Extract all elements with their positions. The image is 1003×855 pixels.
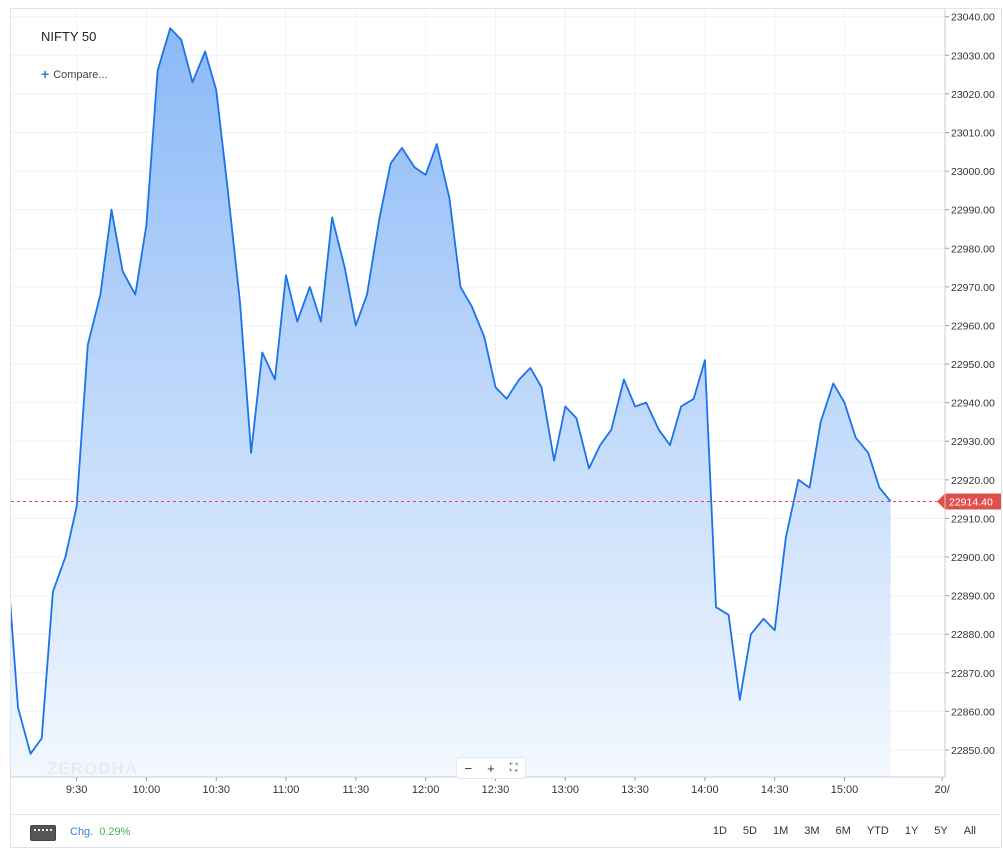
y-tick-label: 22930.00 <box>951 436 995 448</box>
chart-footer: Chg. 0.29% 1D 5D 1M 3M 6M YTD 1Y 5Y All <box>10 814 1000 849</box>
compare-button[interactable]: + Compare... <box>41 66 108 82</box>
y-tick-label: 22920.00 <box>951 475 995 487</box>
x-tick-label: 12:30 <box>482 784 510 796</box>
change-label: Chg. <box>70 826 94 838</box>
range-6m[interactable]: 6M <box>835 825 851 837</box>
y-tick-label: 22910.00 <box>951 513 995 525</box>
symbol-name: NIFTY 50 <box>41 29 97 44</box>
y-tick-label: 22850.00 <box>951 745 995 757</box>
range-1y[interactable]: 1Y <box>904 825 919 837</box>
y-tick-label: 22950.00 <box>951 359 995 371</box>
x-tick-label: 13:00 <box>551 784 579 796</box>
price-chart: 22914.40 23040.00 23030.00 23020.00 23010.0… <box>11 9 1001 796</box>
y-tick-label: 23030.00 <box>951 50 995 62</box>
y-tick-label: 23010.00 <box>951 127 995 139</box>
plus-icon: + <box>41 66 50 82</box>
x-tick-label: 10:00 <box>133 784 161 796</box>
compare-label: Compare... <box>53 69 108 81</box>
area-fill <box>11 28 891 777</box>
y-tick-label: 22970.00 <box>951 282 995 294</box>
y-tick-label: 22890.00 <box>951 591 995 603</box>
y-tick-label: 22870.00 <box>951 668 995 680</box>
range-all[interactable]: All <box>963 825 976 837</box>
y-tick-label: 23020.00 <box>951 89 995 101</box>
zoom-in-button[interactable]: + <box>487 760 495 776</box>
y-tick-label: 22940.00 <box>951 398 995 410</box>
change-value: 0.29% <box>99 826 131 838</box>
watermark-logo: ZERODHA <box>47 759 139 778</box>
chart-panel: 22914.40 23040.00 23030.00 23020.00 23010.0… <box>10 8 1002 848</box>
y-tick-label: 22900.00 <box>951 552 995 564</box>
x-tick-label: 11:00 <box>273 784 300 796</box>
x-tick-label: 9:30 <box>66 784 87 796</box>
x-tick-label: 12:00 <box>412 784 440 796</box>
y-tick-label: 22960.00 <box>951 320 995 332</box>
last-price-label: 22914.40 <box>949 496 993 508</box>
x-tick-label: 13:30 <box>621 784 649 796</box>
range-selector: 1D 5D 1M 3M 6M YTD 1Y 5Y All <box>713 825 976 837</box>
y-tick-label: 22880.00 <box>951 629 995 641</box>
last-price-tag <box>937 493 1001 510</box>
keyboard-icon[interactable] <box>30 825 56 841</box>
range-ytd[interactable]: YTD <box>866 825 889 837</box>
y-tick-label: 22990.00 <box>951 205 995 217</box>
fit-screen-icon[interactable]: ⛶ <box>509 761 518 774</box>
zoom-out-button[interactable]: − <box>464 760 473 776</box>
range-5d[interactable]: 5D <box>742 825 757 837</box>
x-tick-label: 15:00 <box>831 784 859 796</box>
range-5y[interactable]: 5Y <box>934 825 948 837</box>
change-display: Chg. 0.29% <box>70 826 130 838</box>
zoom-controls: − + ⛶ <box>456 757 526 779</box>
y-tick-label: 23040.00 <box>951 12 995 24</box>
range-3m[interactable]: 3M <box>804 825 820 837</box>
range-1d[interactable]: 1D <box>712 825 727 837</box>
y-tick-label: 23000.00 <box>951 166 995 178</box>
range-1m[interactable]: 1M <box>772 825 789 837</box>
price-line <box>11 27 892 755</box>
y-tick-label: 22980.00 <box>951 243 995 255</box>
x-tick-label: 10:30 <box>202 784 230 796</box>
y-tick-label: 22860.00 <box>951 706 995 718</box>
x-tick-label: 20/ <box>935 784 951 796</box>
x-tick-label: 11:30 <box>342 784 369 796</box>
x-tick-label: 14:00 <box>691 784 719 796</box>
x-tick-label: 14:30 <box>761 784 789 796</box>
